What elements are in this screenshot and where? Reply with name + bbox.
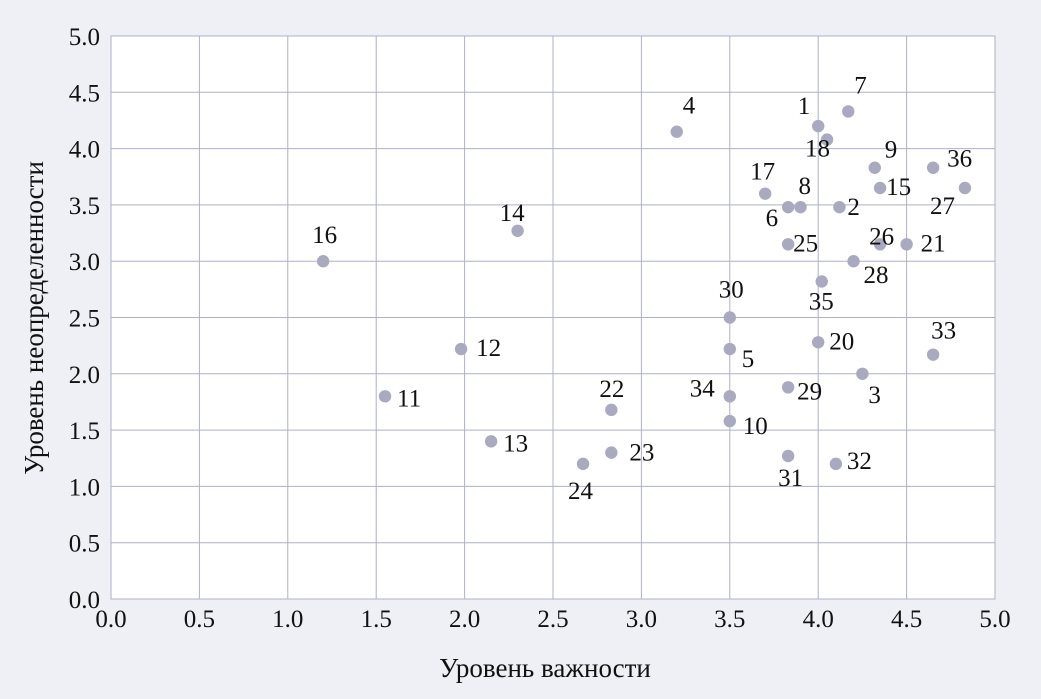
data-point-7: [842, 105, 855, 118]
point-label-30: 30: [719, 277, 744, 304]
data-point-11: [378, 390, 392, 403]
point-label-4: 4: [683, 93, 696, 120]
data-point-9: [868, 161, 881, 174]
y-tick-label: 0.5: [69, 531, 100, 558]
point-label-15: 15: [886, 174, 911, 201]
point-label-26: 26: [869, 223, 894, 250]
y-tick-label: 2.5: [69, 306, 100, 333]
point-label-27: 27: [930, 193, 955, 220]
y-tick-label: 4.5: [69, 80, 100, 107]
point-label-2: 2: [847, 194, 860, 221]
point-label-17: 17: [750, 159, 775, 186]
data-point-35: [815, 275, 828, 288]
x-tick-label: 5.0: [979, 606, 1010, 633]
point-label-36: 36: [947, 146, 972, 173]
point-label-18: 18: [805, 136, 830, 163]
data-point-29: [781, 381, 795, 394]
y-tick-label: 2.0: [69, 362, 100, 389]
point-label-35: 35: [809, 288, 834, 315]
data-point-17: [758, 187, 772, 200]
data-point-22: [605, 403, 618, 417]
point-label-12: 12: [476, 335, 501, 362]
y-axis-title: Уровень неопределенности: [19, 161, 49, 475]
y-tick-label: 1.0: [69, 474, 100, 501]
point-label-24: 24: [568, 478, 594, 505]
data-point-33: [926, 348, 940, 361]
data-point-25: [781, 238, 795, 251]
point-label-3: 3: [868, 382, 881, 409]
point-label-25: 25: [793, 230, 818, 257]
data-point-8: [794, 200, 807, 214]
point-label-21: 21: [921, 230, 946, 257]
point-label-20: 20: [829, 328, 854, 355]
x-tick-label: 3.5: [714, 606, 745, 633]
point-label-13: 13: [503, 430, 528, 457]
point-label-1: 1: [798, 93, 811, 120]
data-point-4: [670, 125, 683, 138]
x-tick-label: 1.5: [361, 606, 392, 633]
point-label-28: 28: [864, 262, 889, 289]
point-label-8: 8: [799, 173, 812, 200]
data-point-13: [484, 435, 498, 448]
data-point-31: [781, 449, 795, 463]
point-label-16: 16: [312, 222, 337, 249]
data-point-26: [873, 238, 887, 251]
point-label-6: 6: [766, 205, 779, 232]
point-label-29: 29: [797, 378, 822, 405]
data-point-12: [454, 342, 468, 356]
point-label-11: 11: [397, 385, 421, 412]
point-label-10: 10: [743, 413, 768, 440]
x-tick-label: 1.0: [272, 606, 303, 633]
data-point-3: [856, 367, 869, 380]
point-label-14: 14: [500, 200, 526, 227]
data-point-20: [812, 336, 825, 349]
data-point-30: [723, 311, 736, 324]
data-point-32: [829, 457, 843, 471]
x-axis-ticks: 0.0 0.5 1.0 1.5 2.0 2.5 3.0 3.5 4.0 4.5 5.0: [95, 606, 1010, 633]
x-tick-label: 2.0: [449, 606, 480, 633]
data-point-15: [873, 181, 887, 195]
data-point-1: [812, 119, 825, 133]
data-point-2: [833, 200, 846, 214]
data-point-28: [847, 255, 860, 268]
x-tick-label: 0.0: [95, 606, 126, 633]
point-label-31: 31: [778, 465, 803, 492]
point-label-5: 5: [742, 346, 755, 373]
y-tick-label: 3.0: [69, 249, 100, 276]
data-point-6: [781, 200, 795, 214]
y-tick-label: 1.5: [69, 418, 100, 445]
data-point-23: [605, 446, 618, 459]
x-tick-label: 3.0: [626, 606, 657, 633]
y-tick-label: 5.0: [69, 24, 100, 51]
point-label-23: 23: [629, 440, 654, 467]
point-label-34: 34: [690, 375, 716, 402]
point-label-7: 7: [854, 72, 867, 99]
point-label-32: 32: [847, 448, 872, 475]
data-point-5: [723, 342, 736, 356]
data-point-21: [900, 238, 913, 251]
y-axis-ticks: 0.0 0.5 1.0 1.5 2.0 2.5 3.0 3.5 4.0 4.5 5.0: [69, 24, 100, 614]
data-point-24: [576, 457, 590, 471]
x-tick-label: 0.5: [184, 606, 215, 633]
x-tick-label: 2.5: [537, 606, 568, 633]
x-tick-label: 4.0: [803, 606, 834, 633]
data-point-27: [958, 181, 972, 195]
y-tick-label: 4.0: [69, 137, 100, 164]
point-label-33: 33: [931, 318, 956, 345]
data-point-18: [820, 133, 834, 146]
x-axis-title: Уровень важности: [439, 653, 651, 683]
y-tick-label: 3.5: [69, 193, 100, 220]
point-label-9: 9: [885, 137, 898, 164]
data-point-16: [316, 255, 330, 268]
x-tick-label: 4.5: [891, 606, 922, 633]
data-points: [316, 105, 972, 471]
data-point-36: [926, 161, 940, 174]
y-tick-label: 0.0: [69, 587, 100, 614]
data-point-10: [723, 414, 736, 428]
data-point-34: [723, 390, 736, 403]
data-point-14: [511, 224, 524, 237]
point-label-22: 22: [599, 376, 624, 403]
